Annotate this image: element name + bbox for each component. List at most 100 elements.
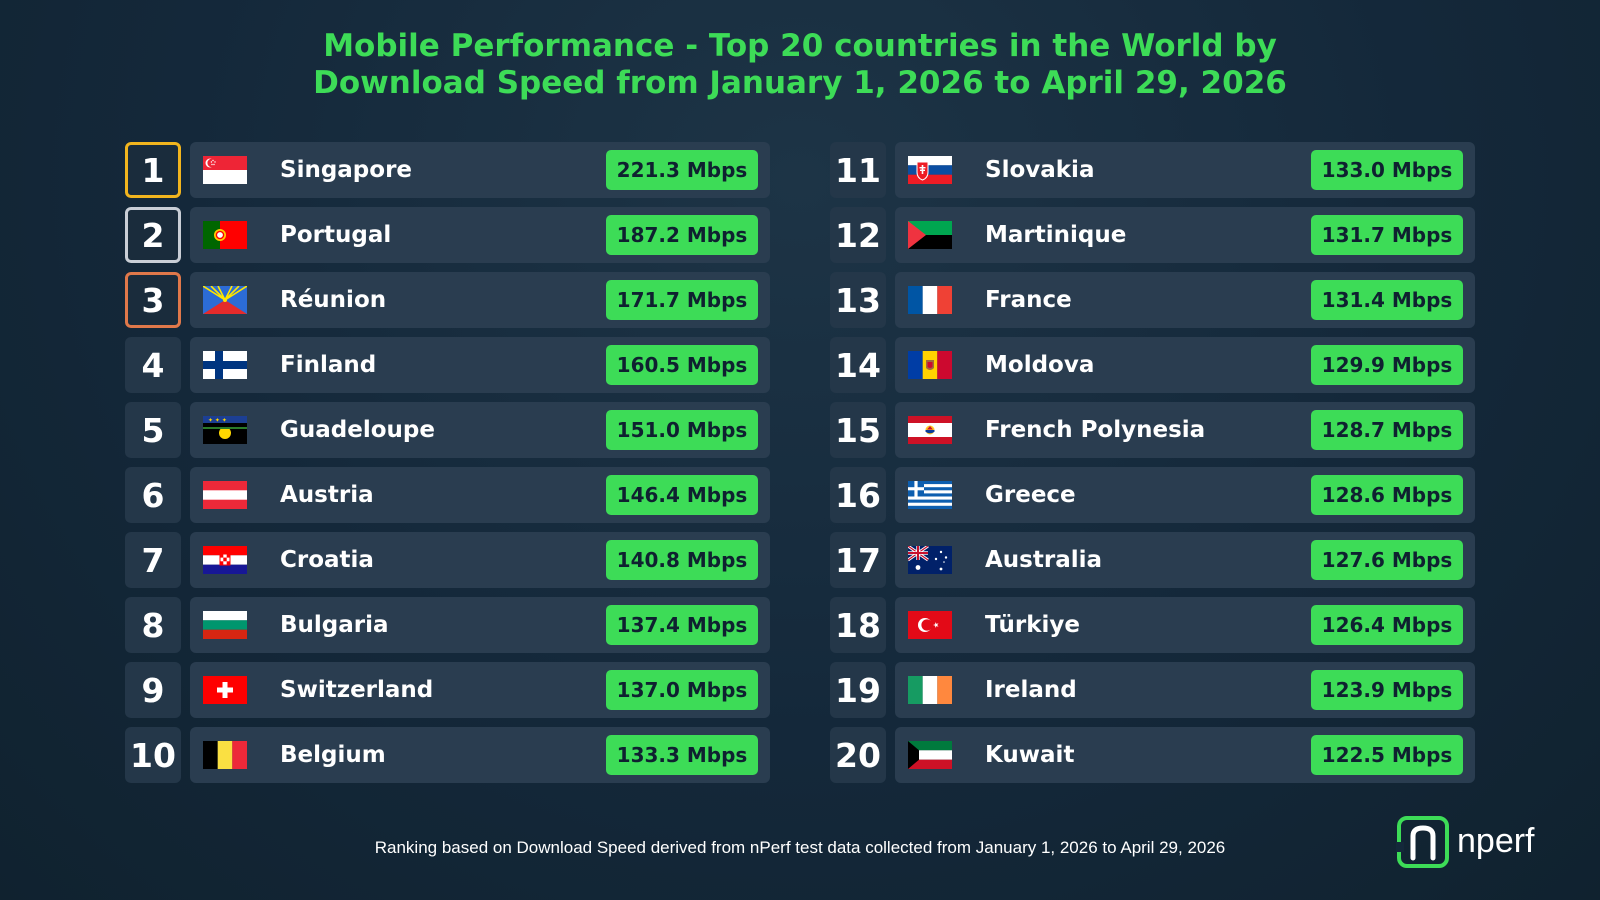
country-name: Austria xyxy=(280,482,374,508)
ranking-row: 11 Slovakia 133.0 Mbps xyxy=(830,142,1480,198)
country-bar: Austria 146.4 Mbps xyxy=(190,467,770,523)
rank-badge: 6 xyxy=(125,467,181,523)
australia-flag-icon xyxy=(908,546,952,574)
speed-value: 123.9 Mbps xyxy=(1311,670,1463,710)
svg-text:✦ ✦ ✦: ✦ ✦ ✦ xyxy=(208,417,227,424)
speed-value: 146.4 Mbps xyxy=(606,475,758,515)
country-name: Singapore xyxy=(280,157,413,183)
country-name: Belgium xyxy=(280,742,386,768)
ireland-flag-icon xyxy=(908,676,952,704)
speed-value: 128.6 Mbps xyxy=(1311,475,1463,515)
footer-note: Ranking based on Download Speed derived … xyxy=(374,838,1226,857)
ranking-row: 8 Bulgaria 137.4 Mbps xyxy=(125,597,775,653)
rank-badge: 12 xyxy=(830,207,886,263)
nperf-logo[interactable]: nperf xyxy=(1395,812,1575,872)
country-name: Slovakia xyxy=(985,157,1095,183)
country-bar: Moldova 129.9 Mbps xyxy=(895,337,1475,393)
greece-flag-icon xyxy=(908,481,952,509)
rank-badge: 11 xyxy=(830,142,886,198)
speed-value: 122.5 Mbps xyxy=(1311,735,1463,775)
country-name: Réunion xyxy=(280,287,387,313)
country-bar: France 131.4 Mbps xyxy=(895,272,1475,328)
rank-badge: 14 xyxy=(830,337,886,393)
ranking-row: 10 Belgium 133.3 Mbps xyxy=(125,727,775,783)
country-name: Moldova xyxy=(985,352,1095,378)
title-line-2: Download Speed from January 1, 2026 to A… xyxy=(313,65,1287,101)
martinique-flag-icon xyxy=(908,221,952,249)
speed-value: 140.8 Mbps xyxy=(606,540,758,580)
portugal-flag-icon xyxy=(203,221,247,249)
rank-badge: 17 xyxy=(830,532,886,588)
country-name: Martinique xyxy=(985,222,1127,248)
singapore-flag-icon xyxy=(203,156,247,184)
svg-text:nperf: nperf xyxy=(1457,822,1535,860)
french-polynesia-flag-icon xyxy=(908,416,952,444)
speed-value: 171.7 Mbps xyxy=(606,280,758,320)
country-name: Australia xyxy=(985,547,1103,573)
reunion-flag-icon xyxy=(203,286,247,314)
ranking-row: 17 Australia 127.6 Mbps xyxy=(830,532,1480,588)
rank-badge: 2 xyxy=(125,207,181,263)
country-name: Türkiye xyxy=(985,612,1080,638)
rank-badge: 7 xyxy=(125,532,181,588)
rank-badge: 15 xyxy=(830,402,886,458)
switzerland-flag-icon xyxy=(203,676,247,704)
kuwait-flag-icon xyxy=(908,741,952,769)
rank-badge: 9 xyxy=(125,662,181,718)
ranking-row: 6 Austria 146.4 Mbps xyxy=(125,467,775,523)
country-bar: Portugal 187.2 Mbps xyxy=(190,207,770,263)
croatia-flag-icon xyxy=(203,546,247,574)
rank-badge: 3 xyxy=(125,272,181,328)
speed-value: 137.0 Mbps xyxy=(606,670,758,710)
speed-value: 128.7 Mbps xyxy=(1311,410,1463,450)
ranking-row: 12 Martinique 131.7 Mbps xyxy=(830,207,1480,263)
ranking-row: 7 Croatia 140.8 Mbps xyxy=(125,532,775,588)
country-bar: Türkiye 126.4 Mbps xyxy=(895,597,1475,653)
country-name: Portugal xyxy=(280,222,392,248)
ranking-row: 20 Kuwait 122.5 Mbps xyxy=(830,727,1480,783)
country-name: France xyxy=(985,287,1072,313)
country-name: Bulgaria xyxy=(280,612,389,638)
chart-title: Mobile Performance - Top 20 countries in… xyxy=(0,28,1600,102)
country-bar: Greece 128.6 Mbps xyxy=(895,467,1475,523)
country-bar: French Polynesia 128.7 Mbps xyxy=(895,402,1475,458)
ranking-row: 2 Portugal 187.2 Mbps xyxy=(125,207,775,263)
rank-badge: 1 xyxy=(125,142,181,198)
ranking-row: 1 Singapore 221.3 Mbps xyxy=(125,142,775,198)
ranking-row: 3 Réunion 171.7 Mbps xyxy=(125,272,775,328)
speed-value: 131.4 Mbps xyxy=(1311,280,1463,320)
slovakia-flag-icon xyxy=(908,156,952,184)
title-line-1: Mobile Performance - Top 20 countries in… xyxy=(323,28,1277,64)
rank-badge: 8 xyxy=(125,597,181,653)
country-name: Croatia xyxy=(280,547,374,573)
speed-value: 131.7 Mbps xyxy=(1311,215,1463,255)
austria-flag-icon xyxy=(203,481,247,509)
speed-value: 127.6 Mbps xyxy=(1311,540,1463,580)
country-bar: Martinique 131.7 Mbps xyxy=(895,207,1475,263)
ranking-column-right: 11 Slovakia 133.0 Mbps 12 Martinique 131.7 Mb… xyxy=(830,142,1480,792)
country-bar: Australia 127.6 Mbps xyxy=(895,532,1475,588)
ranking-row: 18 Türkiye 126.4 Mbps xyxy=(830,597,1480,653)
ranking-column-left: 1 Singapore 221.3 Mbps 2 Portugal 187.2 Mbps 3… xyxy=(125,142,775,792)
country-bar: ✦ ✦ ✦ Guadeloupe 151.0 Mbps xyxy=(190,402,770,458)
rank-badge: 13 xyxy=(830,272,886,328)
speed-value: 137.4 Mbps xyxy=(606,605,758,645)
ranking-row: 15 French Polynesia 128.7 Mbps xyxy=(830,402,1480,458)
speed-value: 126.4 Mbps xyxy=(1311,605,1463,645)
rank-badge: 18 xyxy=(830,597,886,653)
belgium-flag-icon xyxy=(203,741,247,769)
speed-value: 160.5 Mbps xyxy=(606,345,758,385)
country-bar: Belgium 133.3 Mbps xyxy=(190,727,770,783)
ranking-row: 13 France 131.4 Mbps xyxy=(830,272,1480,328)
rank-badge: 19 xyxy=(830,662,886,718)
rank-badge: 5 xyxy=(125,402,181,458)
rank-badge: 16 xyxy=(830,467,886,523)
country-name: French Polynesia xyxy=(985,417,1206,443)
country-name: Greece xyxy=(985,482,1076,508)
country-bar: Réunion 171.7 Mbps xyxy=(190,272,770,328)
country-bar: Bulgaria 137.4 Mbps xyxy=(190,597,770,653)
rank-badge: 10 xyxy=(125,727,181,783)
country-bar: Singapore 221.3 Mbps xyxy=(190,142,770,198)
finland-flag-icon xyxy=(203,351,247,379)
ranking-row: 9 Switzerland 137.0 Mbps xyxy=(125,662,775,718)
